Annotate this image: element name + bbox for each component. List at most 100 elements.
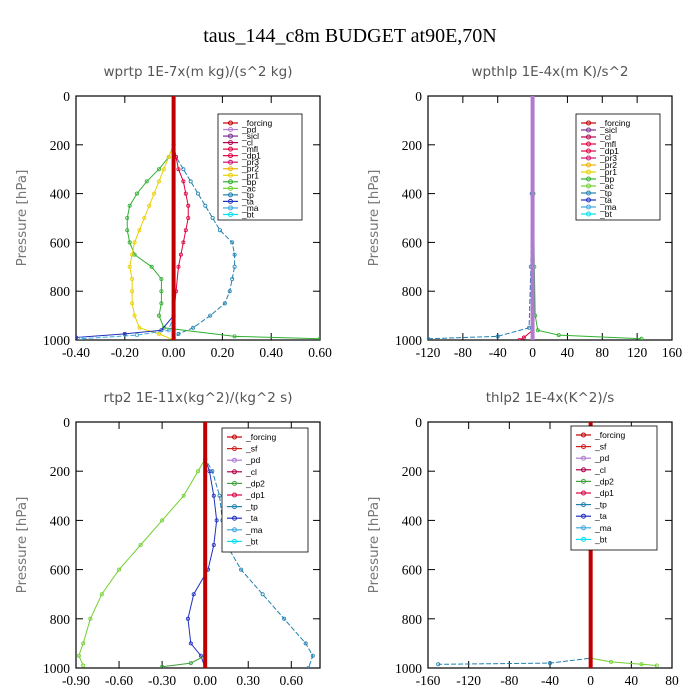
legend-label: _ta <box>599 195 612 205</box>
series-line <box>173 96 189 340</box>
series-point <box>161 325 166 330</box>
x-tick-label: 0.30 <box>236 673 260 688</box>
legend-marker <box>232 538 237 544</box>
series-line <box>204 422 314 668</box>
series-point <box>208 313 213 318</box>
legend-label: _ta <box>241 196 254 206</box>
legend-label: _pr3 <box>241 157 259 167</box>
legend-marker <box>228 153 233 159</box>
legend-label: _dp1 <box>599 146 619 156</box>
legend-marker <box>586 190 591 196</box>
series-point <box>78 336 83 340</box>
series-point <box>310 653 315 658</box>
y-tick-label: 1000 <box>395 333 422 348</box>
legend-label: _bt <box>245 536 258 546</box>
y-tick-label: 200 <box>50 138 71 153</box>
y-tick-label: 400 <box>50 187 71 202</box>
legend-marker <box>586 169 591 175</box>
legend-label: _forcing <box>599 118 631 128</box>
series-point <box>186 215 191 220</box>
x-tick-label: 0.60 <box>279 673 303 688</box>
legend-marker <box>228 120 233 126</box>
legend-label: _pr2 <box>241 164 259 174</box>
legend-label: _pr1 <box>599 167 617 177</box>
x-tick-label: 0.60 <box>308 345 332 360</box>
series-point <box>171 338 176 340</box>
series-point <box>517 338 522 340</box>
series-point <box>166 154 171 159</box>
legend-marker <box>228 127 233 133</box>
figure-title: taus_144_c8m BUDGET at90E,70N <box>203 25 497 47</box>
series-point <box>181 167 186 172</box>
series-point <box>188 641 193 646</box>
chart-panel-1: wprtp 1E-7x(m kg)/(s^2 kg) Pressure [hPa]… <box>14 64 332 360</box>
legend-marker <box>232 434 237 440</box>
series-point <box>176 167 181 172</box>
y-tick-label: 200 <box>402 138 423 153</box>
y-tick-label: 1000 <box>43 661 70 676</box>
x-tick-label: -80 <box>500 673 518 688</box>
legend-label: _sicl <box>599 125 617 135</box>
series-group <box>76 422 315 668</box>
series-point <box>144 179 149 184</box>
y-axis-label: Pressure [hPa] <box>366 497 382 594</box>
series-point <box>99 592 104 597</box>
series-point <box>217 228 222 233</box>
series-point <box>132 252 137 257</box>
panel-title: thlp2 1E-4x(K^2)/s <box>486 390 615 406</box>
legend-marker <box>232 515 237 521</box>
legend-label: _cl <box>594 465 606 475</box>
x-tick-label: 0.00 <box>162 345 186 360</box>
series-point <box>88 616 93 621</box>
x-tick-label: 40 <box>625 673 639 688</box>
x-tick-label: 0 <box>587 673 594 688</box>
series-point <box>183 191 188 196</box>
series-point <box>185 616 190 621</box>
legend: _forcing _sf_pd _cl_dp2 _dp1 _tp_ta _ma_bt <box>221 427 309 553</box>
y-tick-label: 800 <box>402 284 423 299</box>
series-point <box>230 276 235 281</box>
series-point <box>142 215 147 220</box>
legend-marker <box>586 127 591 133</box>
legend-label: _ma <box>241 203 259 213</box>
series-point <box>548 661 553 666</box>
series-point <box>211 493 216 498</box>
y-tick-label: 400 <box>402 513 423 528</box>
y-tick-label: 400 <box>50 513 71 528</box>
legend-label: _mfl <box>599 139 616 149</box>
series-point <box>191 592 196 597</box>
chart-panel-3: rtp2 1E-11x(kg^2)/(kg^2 s) Pressure [hPa]… <box>14 390 321 688</box>
series-point <box>132 240 137 245</box>
legend-marker <box>581 490 586 496</box>
x-tick-label: -0.40 <box>62 345 90 360</box>
x-tick-label: 80 <box>596 345 610 360</box>
plot-frame <box>427 95 673 341</box>
y-tick-label: 800 <box>50 612 71 627</box>
legend-marker <box>581 525 586 531</box>
series-point <box>203 203 208 208</box>
legend-label: _cl <box>599 132 611 142</box>
y-tick-label: 0 <box>63 89 70 104</box>
series-point <box>239 567 244 572</box>
series-point <box>195 469 200 474</box>
series-point <box>130 252 135 257</box>
series-point <box>176 331 181 336</box>
legend-marker <box>586 162 591 168</box>
legend-marker <box>586 176 591 182</box>
series-line <box>428 96 534 340</box>
y-axis-label: Pressure [hPa] <box>14 497 30 594</box>
legend-label: _dp1 <box>245 490 265 500</box>
series-line <box>173 96 236 340</box>
series-point <box>232 264 237 269</box>
series-point <box>188 179 193 184</box>
x-tick-label: -120 <box>416 345 441 360</box>
legend-label: _ta <box>594 511 607 521</box>
x-tick-label: -0.30 <box>148 673 176 688</box>
legend-marker <box>586 141 591 147</box>
y-tick-label: 0 <box>63 415 70 430</box>
legend-label: _forcing <box>245 432 277 442</box>
series-point <box>183 228 188 233</box>
x-tick-label: -0.90 <box>62 673 90 688</box>
legend-label: _dp1 <box>241 151 261 161</box>
